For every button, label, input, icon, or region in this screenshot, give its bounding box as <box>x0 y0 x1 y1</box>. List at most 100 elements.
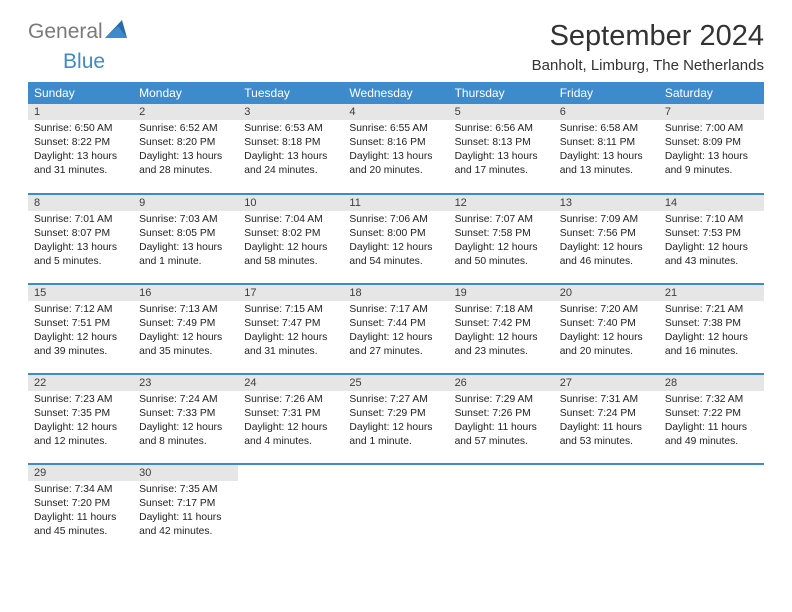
sunset-text: Sunset: 7:29 PM <box>349 407 442 421</box>
calendar-cell-empty <box>659 464 764 554</box>
daylight-text: and 1 minute. <box>349 435 442 449</box>
day-number: 26 <box>449 375 554 391</box>
daylight-text: and 35 minutes. <box>139 345 232 359</box>
daylight-text: Daylight: 12 hours <box>560 241 653 255</box>
sunrise-text: Sunrise: 7:04 AM <box>244 213 337 227</box>
day-number: 14 <box>659 195 764 211</box>
daylight-text: and 49 minutes. <box>665 435 758 449</box>
daylight-text: Daylight: 12 hours <box>455 331 548 345</box>
daylight-text: Daylight: 12 hours <box>34 331 127 345</box>
sunset-text: Sunset: 7:31 PM <box>244 407 337 421</box>
day-number: 23 <box>133 375 238 391</box>
day-number: 15 <box>28 285 133 301</box>
day-number: 6 <box>554 104 659 120</box>
daylight-text: and 1 minute. <box>139 255 232 269</box>
daylight-text: Daylight: 11 hours <box>34 511 127 525</box>
daylight-text: and 50 minutes. <box>455 255 548 269</box>
day-number: 13 <box>554 195 659 211</box>
day-info: Sunrise: 7:23 AMSunset: 7:35 PMDaylight:… <box>28 391 133 455</box>
calendar-cell: 24Sunrise: 7:26 AMSunset: 7:31 PMDayligh… <box>238 374 343 464</box>
day-number: 24 <box>238 375 343 391</box>
day-info: Sunrise: 7:27 AMSunset: 7:29 PMDaylight:… <box>343 391 448 455</box>
day-number: 21 <box>659 285 764 301</box>
logo-sub: XxxBlue <box>28 50 764 74</box>
calendar-cell: 13Sunrise: 7:09 AMSunset: 7:56 PMDayligh… <box>554 194 659 284</box>
sunrise-text: Sunrise: 7:24 AM <box>139 393 232 407</box>
day-info: Sunrise: 7:04 AMSunset: 8:02 PMDaylight:… <box>238 211 343 275</box>
daylight-text: and 39 minutes. <box>34 345 127 359</box>
day-info: Sunrise: 7:31 AMSunset: 7:24 PMDaylight:… <box>554 391 659 455</box>
daylight-text: and 12 minutes. <box>34 435 127 449</box>
day-number: 5 <box>449 104 554 120</box>
day-info: Sunrise: 7:00 AMSunset: 8:09 PMDaylight:… <box>659 120 764 184</box>
day-number: 3 <box>238 104 343 120</box>
logo-triangle-icon <box>105 20 127 44</box>
day-info: Sunrise: 7:26 AMSunset: 7:31 PMDaylight:… <box>238 391 343 455</box>
daylight-text: Daylight: 13 hours <box>34 150 127 164</box>
sunset-text: Sunset: 7:58 PM <box>455 227 548 241</box>
daylight-text: Daylight: 13 hours <box>139 241 232 255</box>
day-number: 16 <box>133 285 238 301</box>
daylight-text: and 9 minutes. <box>665 164 758 178</box>
daylight-text: and 24 minutes. <box>244 164 337 178</box>
calendar-row: 1Sunrise: 6:50 AMSunset: 8:22 PMDaylight… <box>28 104 764 194</box>
day-number: 27 <box>554 375 659 391</box>
daylight-text: Daylight: 11 hours <box>560 421 653 435</box>
daylight-text: Daylight: 12 hours <box>34 421 127 435</box>
sunset-text: Sunset: 8:05 PM <box>139 227 232 241</box>
day-number: 28 <box>659 375 764 391</box>
sunrise-text: Sunrise: 7:27 AM <box>349 393 442 407</box>
daylight-text: Daylight: 12 hours <box>349 421 442 435</box>
sunset-text: Sunset: 7:56 PM <box>560 227 653 241</box>
sunrise-text: Sunrise: 7:34 AM <box>34 483 127 497</box>
calendar-cell: 27Sunrise: 7:31 AMSunset: 7:24 PMDayligh… <box>554 374 659 464</box>
weekday-header: Monday <box>133 82 238 104</box>
calendar-cell: 19Sunrise: 7:18 AMSunset: 7:42 PMDayligh… <box>449 284 554 374</box>
day-info: Sunrise: 7:32 AMSunset: 7:22 PMDaylight:… <box>659 391 764 455</box>
sunset-text: Sunset: 8:07 PM <box>34 227 127 241</box>
calendar-cell: 16Sunrise: 7:13 AMSunset: 7:49 PMDayligh… <box>133 284 238 374</box>
calendar-cell: 4Sunrise: 6:55 AMSunset: 8:16 PMDaylight… <box>343 104 448 194</box>
daylight-text: and 28 minutes. <box>139 164 232 178</box>
daylight-text: Daylight: 13 hours <box>455 150 548 164</box>
weekday-header: Friday <box>554 82 659 104</box>
sunrise-text: Sunrise: 6:56 AM <box>455 122 548 136</box>
day-info: Sunrise: 6:52 AMSunset: 8:20 PMDaylight:… <box>133 120 238 184</box>
day-info: Sunrise: 7:21 AMSunset: 7:38 PMDaylight:… <box>659 301 764 365</box>
calendar-cell: 1Sunrise: 6:50 AMSunset: 8:22 PMDaylight… <box>28 104 133 194</box>
calendar-cell: 9Sunrise: 7:03 AMSunset: 8:05 PMDaylight… <box>133 194 238 284</box>
day-info: Sunrise: 6:53 AMSunset: 8:18 PMDaylight:… <box>238 120 343 184</box>
daylight-text: and 27 minutes. <box>349 345 442 359</box>
day-info: Sunrise: 7:17 AMSunset: 7:44 PMDaylight:… <box>343 301 448 365</box>
sunrise-text: Sunrise: 6:52 AM <box>139 122 232 136</box>
daylight-text: Daylight: 12 hours <box>665 331 758 345</box>
day-number: 20 <box>554 285 659 301</box>
calendar-cell: 18Sunrise: 7:17 AMSunset: 7:44 PMDayligh… <box>343 284 448 374</box>
daylight-text: and 54 minutes. <box>349 255 442 269</box>
daylight-text: and 45 minutes. <box>34 525 127 539</box>
sunrise-text: Sunrise: 7:23 AM <box>34 393 127 407</box>
day-number: 25 <box>343 375 448 391</box>
calendar-row: 29Sunrise: 7:34 AMSunset: 7:20 PMDayligh… <box>28 464 764 554</box>
daylight-text: and 31 minutes. <box>244 345 337 359</box>
weekday-header: Thursday <box>449 82 554 104</box>
day-number: 17 <box>238 285 343 301</box>
calendar-cell: 15Sunrise: 7:12 AMSunset: 7:51 PMDayligh… <box>28 284 133 374</box>
sunset-text: Sunset: 8:13 PM <box>455 136 548 150</box>
day-number: 30 <box>133 465 238 481</box>
daylight-text: Daylight: 12 hours <box>349 241 442 255</box>
sunset-text: Sunset: 7:44 PM <box>349 317 442 331</box>
calendar-cell-empty <box>554 464 659 554</box>
weekday-header: Saturday <box>659 82 764 104</box>
day-info: Sunrise: 7:20 AMSunset: 7:40 PMDaylight:… <box>554 301 659 365</box>
day-info: Sunrise: 7:35 AMSunset: 7:17 PMDaylight:… <box>133 481 238 545</box>
sunrise-text: Sunrise: 7:21 AM <box>665 303 758 317</box>
sunrise-text: Sunrise: 7:26 AM <box>244 393 337 407</box>
daylight-text: Daylight: 12 hours <box>244 421 337 435</box>
daylight-text: and 20 minutes. <box>349 164 442 178</box>
day-number: 4 <box>343 104 448 120</box>
day-info: Sunrise: 7:06 AMSunset: 8:00 PMDaylight:… <box>343 211 448 275</box>
calendar-cell: 22Sunrise: 7:23 AMSunset: 7:35 PMDayligh… <box>28 374 133 464</box>
sunrise-text: Sunrise: 6:55 AM <box>349 122 442 136</box>
sunset-text: Sunset: 8:22 PM <box>34 136 127 150</box>
